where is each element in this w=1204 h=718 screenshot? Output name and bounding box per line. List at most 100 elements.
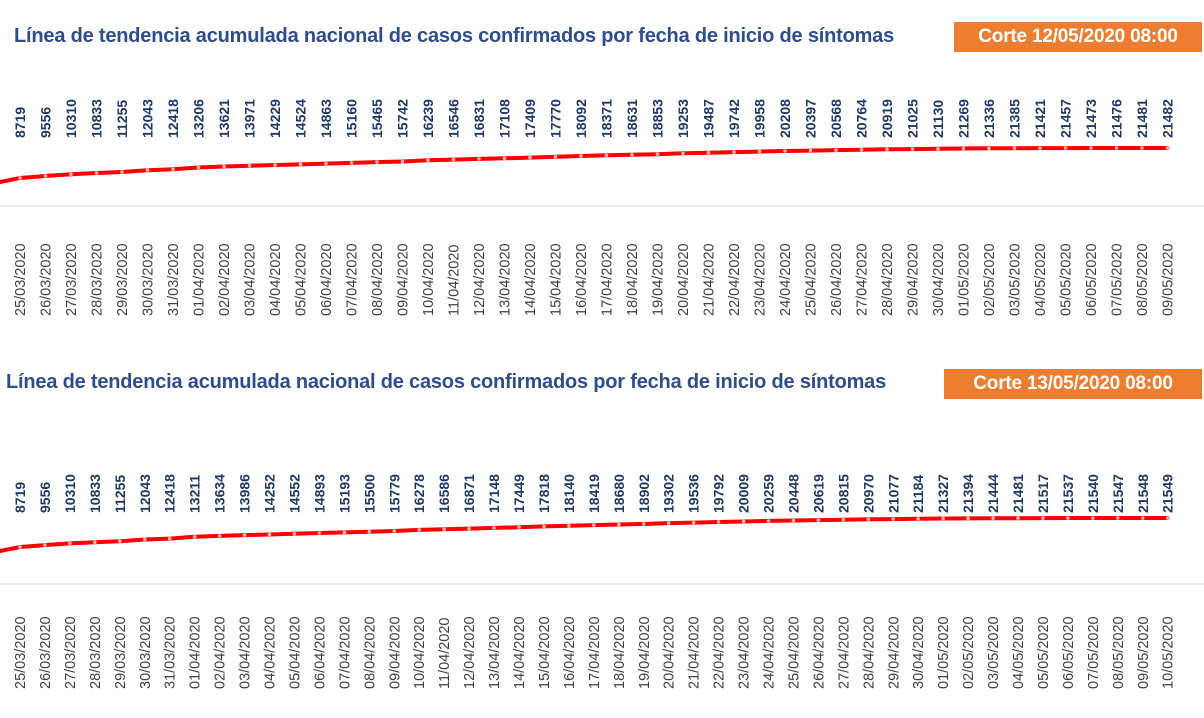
x-tick-label: 23/04/2020 bbox=[753, 243, 769, 316]
chart-plot: 8719 25/03/2020 9556 26/03/2020 10310 27/03/2… bbox=[0, 99, 1204, 317]
data-point bbox=[579, 154, 583, 158]
data-point bbox=[43, 543, 47, 547]
data-label: 17409 bbox=[522, 99, 538, 138]
data-point bbox=[681, 151, 685, 156]
data-label: 10833 bbox=[87, 474, 103, 513]
data-point bbox=[1091, 516, 1095, 520]
data-point bbox=[492, 526, 496, 530]
data-point bbox=[866, 517, 871, 522]
data-point bbox=[517, 525, 521, 530]
data-label: 21473 bbox=[1083, 99, 1099, 138]
x-tick-label: 09/04/2020 bbox=[387, 616, 403, 689]
x-tick-label: 28/03/2020 bbox=[88, 616, 104, 689]
x-tick-label: 15/04/2020 bbox=[549, 243, 565, 316]
data-label: 21457 bbox=[1058, 99, 1074, 138]
data-label: 21540 bbox=[1085, 474, 1101, 513]
trend-line bbox=[0, 146, 1170, 184]
x-tick-label: 04/04/2020 bbox=[263, 616, 279, 689]
x-tick-label: 06/05/2020 bbox=[1061, 616, 1077, 689]
data-point bbox=[120, 170, 124, 174]
x-tick-label: 11/04/2020 bbox=[447, 245, 463, 317]
data-point bbox=[910, 147, 915, 151]
x-tick-label: 28/04/2020 bbox=[861, 616, 877, 689]
x-tick-label: 14/04/2020 bbox=[512, 616, 528, 689]
data-label: 21327 bbox=[935, 474, 951, 513]
data-label: 21444 bbox=[985, 474, 1001, 513]
data-point bbox=[1140, 516, 1145, 520]
data-label: 15779 bbox=[386, 474, 402, 513]
data-point bbox=[451, 157, 456, 162]
x-tick-label: 01/05/2020 bbox=[936, 616, 952, 689]
data-label: 20448 bbox=[785, 474, 801, 513]
data-label: 18419 bbox=[586, 474, 602, 513]
data-label: 11255 bbox=[112, 475, 128, 513]
data-label: 13621 bbox=[216, 99, 232, 138]
x-tick-label: 14/04/2020 bbox=[523, 243, 539, 316]
data-label: 21482 bbox=[1160, 99, 1176, 138]
data-label: 15193 bbox=[336, 474, 352, 513]
data-point bbox=[1012, 146, 1017, 151]
data-point bbox=[267, 532, 272, 537]
data-label: 18140 bbox=[561, 474, 577, 513]
data-label: 13971 bbox=[242, 99, 258, 138]
x-tick-label: 12/04/2020 bbox=[472, 243, 488, 316]
data-point bbox=[891, 517, 896, 521]
data-label: 21394 bbox=[960, 474, 976, 513]
x-tick-label: 27/03/2020 bbox=[64, 243, 80, 316]
data-label: 21077 bbox=[885, 474, 901, 513]
data-point bbox=[292, 532, 297, 536]
data-label: 21184 bbox=[910, 475, 926, 513]
x-tick-label: 10/04/2020 bbox=[412, 616, 428, 689]
data-point bbox=[691, 520, 696, 525]
data-point bbox=[617, 522, 621, 527]
data-point bbox=[987, 146, 991, 151]
data-label: 8719 bbox=[12, 107, 28, 138]
x-tick-label: 24/04/2020 bbox=[762, 616, 778, 689]
data-label: 19958 bbox=[752, 99, 768, 138]
x-tick-label: 09/05/2020 bbox=[1161, 243, 1177, 316]
data-label: 16586 bbox=[436, 474, 452, 513]
data-label: 20259 bbox=[761, 474, 777, 513]
data-label: 13986 bbox=[237, 474, 253, 513]
data-point bbox=[171, 167, 175, 172]
data-label: 20568 bbox=[828, 99, 844, 138]
data-point bbox=[467, 526, 471, 531]
x-tick-label: 03/04/2020 bbox=[243, 243, 259, 316]
data-point bbox=[1038, 146, 1042, 150]
x-tick-label: 05/05/2020 bbox=[1059, 243, 1075, 316]
x-tick-label: 04/05/2020 bbox=[1033, 243, 1049, 316]
data-point bbox=[1016, 516, 1020, 520]
data-label: 14252 bbox=[262, 474, 278, 513]
data-label: 8719 bbox=[12, 482, 28, 513]
x-tick-label: 26/03/2020 bbox=[39, 243, 55, 316]
data-point bbox=[400, 159, 405, 164]
data-point bbox=[885, 147, 889, 152]
data-point bbox=[317, 531, 322, 535]
data-label: 20009 bbox=[736, 474, 752, 513]
x-tick-label: 02/05/2020 bbox=[982, 243, 998, 316]
data-point bbox=[342, 530, 347, 535]
data-point bbox=[502, 156, 507, 161]
data-label: 16278 bbox=[411, 474, 427, 513]
data-point bbox=[841, 517, 846, 522]
data-label: 20764 bbox=[854, 99, 870, 138]
data-label: 20619 bbox=[810, 474, 826, 513]
data-label: 10310 bbox=[63, 99, 79, 138]
x-tick-label: 31/03/2020 bbox=[163, 616, 179, 689]
x-tick-label: 25/03/2020 bbox=[13, 616, 29, 689]
data-point bbox=[991, 516, 995, 521]
x-tick-label: 28/04/2020 bbox=[880, 243, 896, 316]
x-tick-label: 03/05/2020 bbox=[986, 616, 1002, 689]
data-point bbox=[18, 545, 22, 549]
data-label: 21476 bbox=[1109, 99, 1125, 138]
data-label: 21517 bbox=[1035, 474, 1051, 513]
data-label: 18853 bbox=[650, 99, 666, 138]
x-tick-label: 08/05/2020 bbox=[1135, 243, 1151, 316]
x-tick-label: 26/04/2020 bbox=[829, 243, 845, 316]
x-tick-label: 29/04/2020 bbox=[886, 616, 902, 689]
x-tick-label: 06/04/2020 bbox=[312, 616, 328, 689]
x-tick-label: 10/05/2020 bbox=[1161, 616, 1177, 689]
trend-line bbox=[0, 516, 1170, 553]
data-point bbox=[553, 154, 558, 159]
data-point bbox=[222, 164, 226, 169]
